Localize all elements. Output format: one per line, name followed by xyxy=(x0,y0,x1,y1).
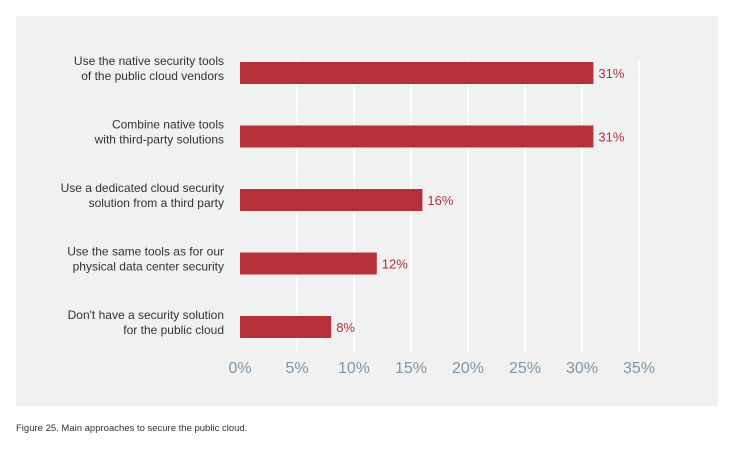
value-label-2: 16% xyxy=(427,193,453,208)
x-tick-label-15: 15% xyxy=(395,360,427,377)
chart-panel: 31% Use the native security tools of the p… xyxy=(16,16,718,406)
category-label-2-line-1: solution from a third party xyxy=(89,196,224,210)
category-label-4-line-1: for the public cloud xyxy=(123,323,224,337)
category-label-1: Combine native tools with third-party sol… xyxy=(94,118,224,147)
category-label-3-line-0: Use the same tools as for our xyxy=(67,245,224,259)
category-label-3: Use the same tools as for our physical da… xyxy=(67,245,224,274)
value-label-1: 31% xyxy=(598,130,624,145)
category-label-0-line-1: of the public cloud vendors xyxy=(81,69,224,83)
category-label-1-line-1: with third-party solutions xyxy=(94,133,224,147)
category-label-4: Don't have a security solution for the pu… xyxy=(68,308,224,337)
x-tick-label-30: 30% xyxy=(566,360,598,377)
x-tick-label-5: 5% xyxy=(285,360,308,377)
bar-chart: 31% Use the native security tools of the p… xyxy=(61,54,655,377)
category-label-1-line-0: Combine native tools xyxy=(112,118,224,132)
category-label-2: Use a dedicated cloud security solution f… xyxy=(61,181,224,210)
category-label-0-line-0: Use the native security tools xyxy=(74,54,224,68)
value-label-3: 12% xyxy=(382,257,408,272)
value-label-4: 8% xyxy=(336,320,355,335)
value-label-0: 31% xyxy=(598,66,624,81)
bar-2 xyxy=(240,189,423,211)
bar-0 xyxy=(240,62,594,84)
figure-caption: Figure 25. Main approaches to secure the… xyxy=(16,423,248,434)
category-label-0: Use the native security tools of the publ… xyxy=(74,54,224,83)
x-tick-label-0: 0% xyxy=(228,360,251,377)
bar-4 xyxy=(240,316,332,338)
bar-1 xyxy=(240,125,594,148)
x-tick-label-25: 25% xyxy=(509,360,541,377)
category-label-4-line-0: Don't have a security solution xyxy=(68,308,224,322)
category-label-2-line-0: Use a dedicated cloud security xyxy=(61,181,224,195)
x-tick-label-20: 20% xyxy=(452,360,484,377)
x-tick-label-10: 10% xyxy=(338,360,370,377)
x-tick-label-35: 35% xyxy=(623,360,655,377)
category-label-3-line-1: physical data center security xyxy=(73,260,224,274)
bar-3 xyxy=(240,252,377,275)
